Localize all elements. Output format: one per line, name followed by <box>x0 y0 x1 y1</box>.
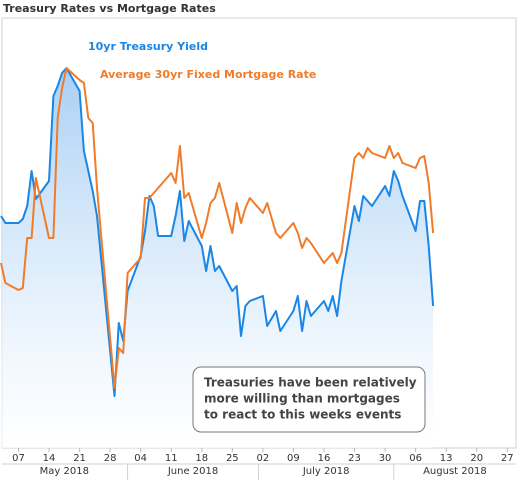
month-label: July 2018 <box>302 466 350 477</box>
annotation-line: Treasuries have been relatively <box>204 376 417 390</box>
x-tick-label: 28 <box>104 453 117 464</box>
legend-label: 10yr Treasury Yield <box>88 40 208 53</box>
x-tick-label: 16 <box>318 453 331 464</box>
annotation-line: more willing than mortgages <box>204 392 400 406</box>
x-tick-label: 25 <box>226 453 239 464</box>
month-label: August 2018 <box>423 466 487 477</box>
x-tick-label: 11 <box>165 453 178 464</box>
legend-label: Average 30yr Fixed Mortgage Rate <box>100 68 316 81</box>
annotation: Treasuries have been relatively more will… <box>204 376 417 422</box>
x-tick-label: 18 <box>195 453 208 464</box>
line <box>0 67 435 389</box>
annotation-line: to react to this weeks events <box>204 408 401 422</box>
x-tick-label: 14 <box>43 453 56 464</box>
x-tick-label: 09 <box>287 453 300 464</box>
annotation-box <box>192 366 426 433</box>
month-label: June 2018 <box>167 466 218 477</box>
x-tick-label: 20 <box>470 453 483 464</box>
x-tick-label: 02 <box>256 453 269 464</box>
x-tick-label: 13 <box>440 453 453 464</box>
x-tick-label: 04 <box>134 453 147 464</box>
line <box>0 67 435 397</box>
month-label: May 2018 <box>40 466 89 477</box>
chart-title: Treasury Rates vs Mortgage Rates <box>3 2 216 15</box>
x-tick-label: 27 <box>501 453 514 464</box>
x-tick-label: 06 <box>409 453 422 464</box>
x-tick-label: 07 <box>12 453 25 464</box>
x-tick-label: 21 <box>73 453 86 464</box>
x-tick-label: 30 <box>379 453 392 464</box>
x-tick-label: 23 <box>348 453 361 464</box>
area <box>1 68 434 448</box>
plot-area: 07 14 21 28 04 11 18 25 02 09 16 23 30 06 13 20 27 May 20… <box>0 67 514 480</box>
